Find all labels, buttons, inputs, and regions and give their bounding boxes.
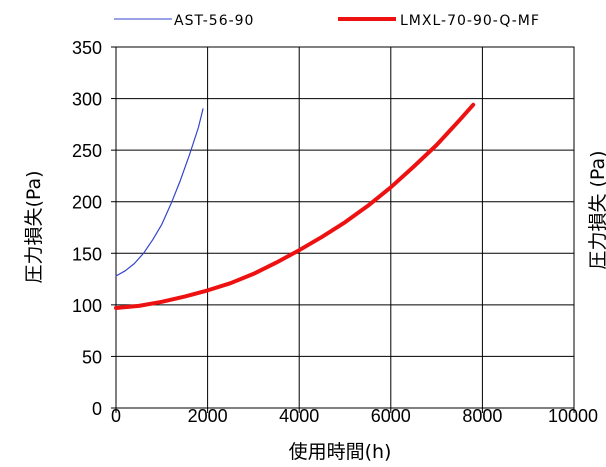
series-line-lmxl-70-90-q-mf — [114, 102, 476, 310]
x-tick-label: 0 — [111, 406, 121, 426]
y-tick-label: 350 — [72, 38, 102, 58]
y-tick-label: 0 — [92, 399, 102, 419]
y-tick-label: 150 — [72, 244, 102, 264]
legend-label-lmxl: LMXL-70-90-Q-MF — [400, 13, 540, 29]
x-tick-label: 6000 — [371, 406, 411, 426]
right-y-axis-label: 圧力損失 (Pa) — [587, 150, 606, 269]
y-axis-ticks: 0 50 100 150 200 250 300 350 — [72, 38, 116, 419]
x-tick-label: 2000 — [188, 406, 228, 426]
y-tick-label: 300 — [72, 90, 102, 110]
y-tick-label: 50 — [82, 347, 102, 367]
y-tick-label: 200 — [72, 193, 102, 213]
y-tick-label: 100 — [72, 296, 102, 316]
series-layer — [114, 102, 476, 310]
legend: AST-56-90 LMXL-70-90-Q-MF — [114, 13, 540, 29]
grid — [116, 47, 574, 408]
x-axis-label: 使用時間(h) — [289, 441, 392, 463]
plot-area — [115, 46, 575, 409]
x-tick-label: 10000 — [548, 406, 598, 426]
series-line-ast-56-90 — [115, 108, 204, 277]
y-axis-label: 圧力損失(Pa) — [23, 170, 45, 283]
x-axis-ticks: 0 2000 4000 6000 8000 10000 — [111, 406, 598, 426]
legend-label-ast: AST-56-90 — [174, 13, 254, 29]
y-tick-label: 250 — [72, 141, 102, 161]
x-tick-label: 8000 — [462, 406, 502, 426]
x-tick-label: 4000 — [279, 406, 319, 426]
